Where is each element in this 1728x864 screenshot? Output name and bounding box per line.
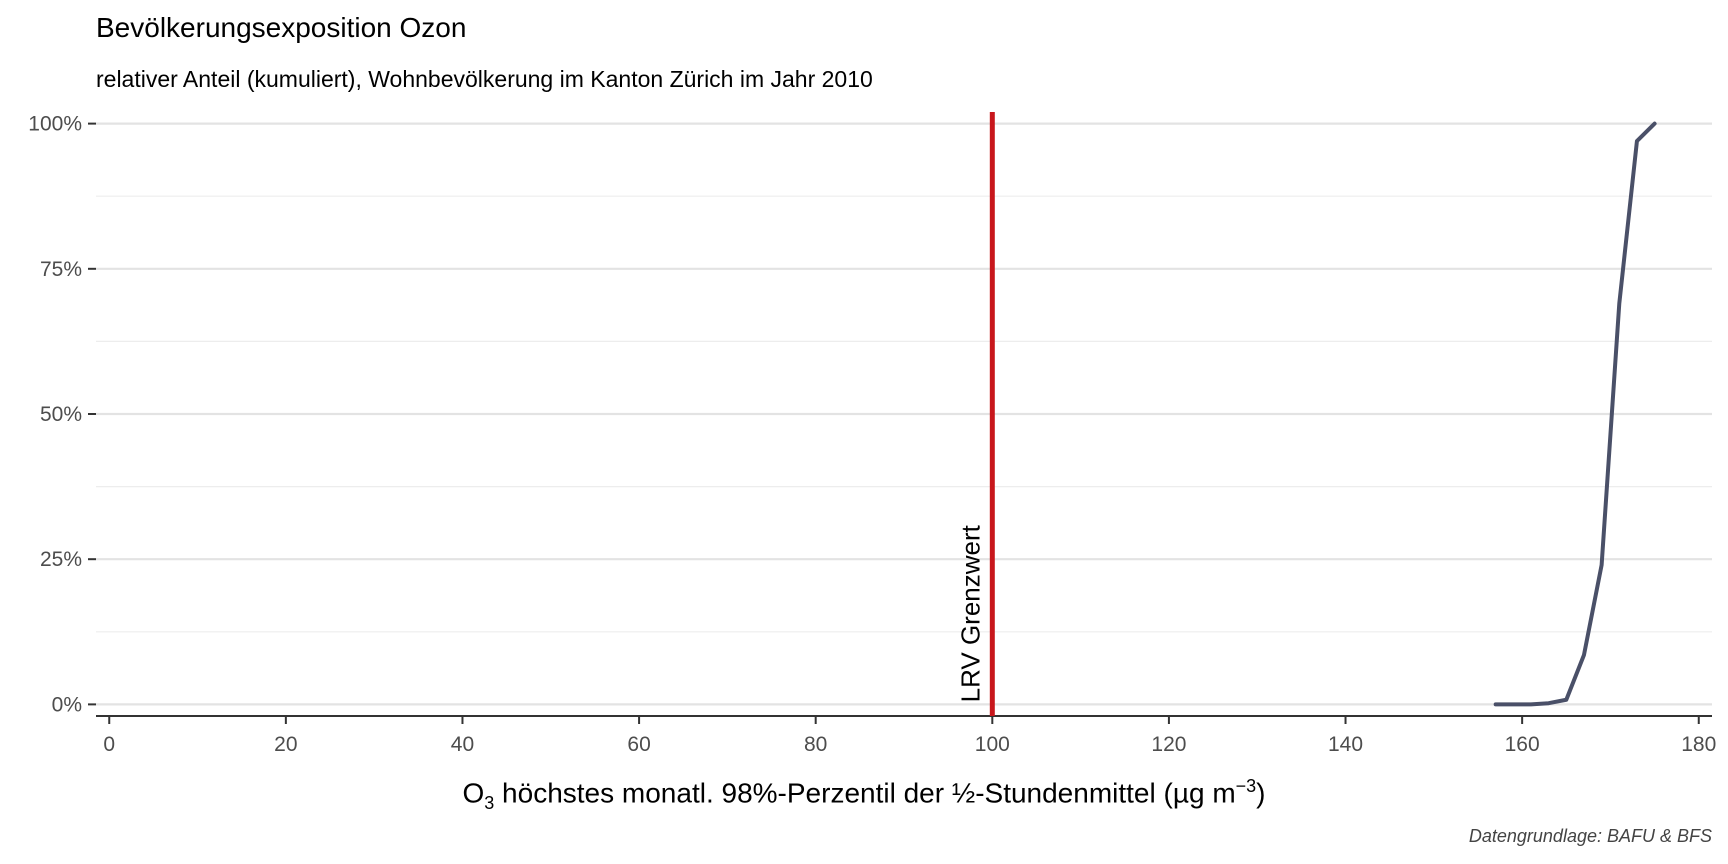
x-tick-label: 180 bbox=[1681, 733, 1716, 756]
x-tick-label: 140 bbox=[1328, 733, 1363, 756]
x-axis-title-subscript: 3 bbox=[484, 792, 495, 813]
chart-subtitle: relativer Anteil (kumuliert), Wohnbevölk… bbox=[96, 66, 873, 92]
series-line bbox=[1493, 121, 1657, 707]
x-axis-title-prefix: O bbox=[462, 777, 485, 809]
x-tick-label: 80 bbox=[804, 733, 827, 756]
x-tick-label: 20 bbox=[274, 733, 297, 756]
x-tick-label: 100 bbox=[975, 733, 1010, 756]
y-tick-label: 50% bbox=[40, 403, 82, 426]
chart-title: Bevölkerungsexposition Ozon bbox=[96, 12, 467, 43]
x-axis-title: O3 höchstes monatl. 98%-Perzentil der ½-… bbox=[0, 776, 1728, 814]
x-tick-label: 40 bbox=[451, 733, 474, 756]
x-tick-label: 160 bbox=[1505, 733, 1540, 756]
x-tick-label: 120 bbox=[1151, 733, 1186, 756]
y-tick-label: 100% bbox=[28, 113, 82, 136]
x-tick-label: 0 bbox=[103, 733, 115, 756]
x-axis-title-main: höchstes monatl. 98%-Perzentil der ½-Stu… bbox=[494, 777, 1236, 809]
reference-line-label: LRV Grenzwert bbox=[955, 524, 985, 702]
y-tick-label: 75% bbox=[40, 258, 82, 281]
x-axis-title-superscript: −3 bbox=[1235, 776, 1257, 796]
y-tick-label: 25% bbox=[40, 548, 82, 571]
x-tick-label: 60 bbox=[627, 733, 650, 756]
x-axis-title-suffix: ) bbox=[1256, 777, 1266, 809]
y-tick-label: 0% bbox=[52, 693, 82, 716]
source-caption: Datengrundlage: BAFU & BFS bbox=[1468, 826, 1712, 846]
